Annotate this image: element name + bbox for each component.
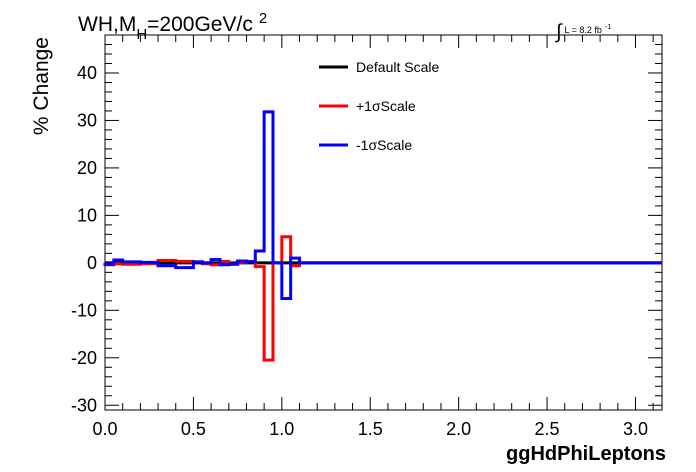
series-layer — [103, 110, 662, 362]
y-tick-label: 20 — [77, 158, 97, 178]
y-tick-label: -10 — [71, 300, 97, 320]
y-axis-title: % Change — [30, 37, 53, 135]
x-axis-title: ggHdPhiLeptons — [506, 443, 666, 465]
legend-label-plus-sigma: +1σScale — [356, 98, 416, 114]
series-minus-sigma-scale — [103, 110, 662, 300]
luminosity-superscript: -1 — [605, 24, 611, 31]
x-tick-label: 0.0 — [92, 419, 117, 439]
plot-frame — [104, 34, 663, 411]
chart-title-superscript: 2 — [259, 10, 267, 27]
y-tick-label: 40 — [77, 63, 97, 83]
y-tick-label: 0 — [87, 253, 97, 273]
y-tick-label: -30 — [71, 395, 97, 415]
y-tick-label: 10 — [77, 205, 97, 225]
x-tick-label: 1.0 — [269, 419, 294, 439]
luminosity-label: ∫ L = 8.2 fb -1 — [555, 21, 611, 43]
luminosity-integral-sign: ∫ — [555, 21, 563, 43]
x-tick-label: 1.5 — [358, 419, 383, 439]
y-tick-label: -20 — [71, 348, 97, 368]
x-tick-label: 2.0 — [446, 419, 471, 439]
luminosity-text: L = 8.2 fb — [564, 25, 601, 35]
x-tick-label: 2.5 — [535, 419, 560, 439]
series-plus-sigma-scale — [103, 235, 662, 362]
x-axis-ticks — [104, 35, 654, 410]
y-axis-tick-labels: -30 -20 -10 0 10 20 30 40 — [71, 63, 97, 415]
chart-title-rest: =200GeV/c — [147, 13, 253, 36]
y-tick-label: 30 — [77, 110, 97, 130]
legend: Default Scale +1σScale -1σScale — [319, 59, 439, 153]
y-axis-ticks — [105, 34, 662, 406]
legend-label-minus-sigma: -1σScale — [356, 137, 412, 153]
x-tick-label: 3.0 — [623, 419, 648, 439]
legend-label-default: Default Scale — [356, 59, 439, 75]
x-axis-tick-labels: 0.0 0.5 1.0 1.5 2.0 2.5 3.0 — [92, 419, 648, 439]
x-tick-label: 0.5 — [181, 419, 206, 439]
chart-title-main: WH,M — [78, 13, 136, 36]
